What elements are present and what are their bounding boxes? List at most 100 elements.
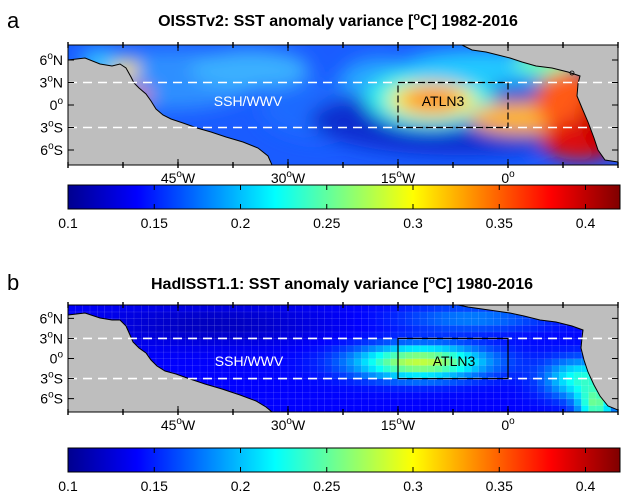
grid-cell bbox=[427, 405, 436, 412]
grid-cell bbox=[412, 398, 421, 406]
grid-cell bbox=[309, 311, 318, 319]
grid-cell bbox=[155, 344, 164, 353]
grid-cell bbox=[390, 385, 399, 393]
grid-cell bbox=[361, 338, 370, 346]
grid-cell bbox=[537, 405, 546, 412]
grid-cell bbox=[295, 378, 304, 386]
grid-cell bbox=[551, 391, 560, 400]
grid-cell bbox=[427, 311, 436, 319]
grid-cell bbox=[559, 344, 568, 353]
grid-cell bbox=[537, 351, 546, 360]
grid-cell bbox=[456, 311, 465, 319]
lat-tick-label: 6oN bbox=[40, 51, 63, 68]
grid-cell bbox=[368, 311, 377, 319]
grid-cell bbox=[507, 338, 516, 346]
panel-title: OISSTv2: SST anomaly variance [oC] 1982-… bbox=[158, 11, 518, 30]
grid-cell bbox=[412, 344, 421, 353]
colorbar-tick-label: 0.2 bbox=[231, 215, 251, 231]
grid-cell bbox=[295, 385, 304, 393]
grid-cell bbox=[419, 378, 428, 386]
grid-cell bbox=[419, 398, 428, 406]
grid-cell bbox=[236, 324, 245, 333]
grid-cell bbox=[478, 351, 487, 360]
panel-title: HadISST1.1: SST anomaly variance [oC] 19… bbox=[151, 274, 533, 293]
grid-cell bbox=[551, 398, 560, 406]
grid-cell bbox=[104, 305, 113, 313]
grid-cell bbox=[397, 398, 406, 406]
grid-cell bbox=[449, 324, 458, 333]
grid-cell bbox=[434, 405, 443, 412]
grid-cell bbox=[236, 378, 245, 386]
region-label-atln3: ATLN3 bbox=[433, 353, 476, 369]
grid-cell bbox=[500, 358, 509, 366]
grid-cell bbox=[368, 398, 377, 406]
grid-cell bbox=[456, 324, 465, 333]
grid-cell bbox=[544, 338, 553, 346]
colorbar-tick-label: 0.4 bbox=[576, 215, 596, 231]
grid-cell bbox=[441, 305, 450, 313]
grid-cell bbox=[419, 338, 428, 346]
grid-cell bbox=[317, 364, 326, 373]
grid-cell bbox=[141, 318, 150, 326]
grid-cell bbox=[163, 311, 172, 319]
grid-cell bbox=[287, 391, 296, 400]
grid-cell bbox=[287, 344, 296, 353]
grid-cell bbox=[324, 398, 333, 406]
grid-cell bbox=[287, 305, 296, 313]
grid-cell bbox=[265, 398, 274, 406]
grid-cell bbox=[456, 405, 465, 412]
grid-cell bbox=[302, 385, 311, 393]
grid-cell bbox=[500, 351, 509, 360]
grid-cell bbox=[383, 364, 392, 373]
grid-cell bbox=[449, 311, 458, 319]
grid-cell bbox=[515, 358, 524, 366]
grid-cell bbox=[273, 324, 282, 333]
grid-cell bbox=[97, 305, 106, 313]
grid-cell bbox=[221, 318, 230, 326]
grid-cell bbox=[493, 364, 502, 373]
grid-cell bbox=[581, 378, 590, 386]
grid-cell bbox=[192, 311, 201, 319]
grid-cell bbox=[551, 324, 560, 333]
lat-tick-label: 3oS bbox=[40, 119, 63, 136]
grid-cell bbox=[155, 311, 164, 319]
grid-cell bbox=[346, 344, 355, 353]
grid-cell bbox=[287, 385, 296, 393]
grid-cell bbox=[478, 398, 487, 406]
lon-tick-label: 30oW bbox=[271, 169, 306, 186]
grid-cell bbox=[229, 318, 238, 326]
grid-cell bbox=[243, 378, 252, 386]
grid-cell bbox=[559, 385, 568, 393]
grid-cell bbox=[412, 358, 421, 366]
grid-cell bbox=[236, 344, 245, 353]
grid-cell bbox=[573, 398, 582, 406]
grid-cell bbox=[551, 364, 560, 373]
grid-cell bbox=[412, 405, 421, 412]
grid-cell bbox=[361, 378, 370, 386]
grid-cell bbox=[221, 338, 230, 346]
grid-cell bbox=[170, 344, 179, 353]
grid-cell bbox=[295, 391, 304, 400]
grid-cell bbox=[566, 378, 575, 386]
grid-cell bbox=[199, 318, 208, 326]
grid-cell bbox=[243, 311, 252, 319]
grid-cell bbox=[185, 351, 194, 360]
grid-cell bbox=[368, 338, 377, 346]
grid-cell bbox=[463, 318, 472, 326]
grid-cell bbox=[346, 311, 355, 319]
grid-cell bbox=[588, 405, 597, 412]
grid-cell bbox=[478, 378, 487, 386]
grid-cell bbox=[361, 358, 370, 366]
grid-cell bbox=[390, 324, 399, 333]
grid-cell bbox=[507, 405, 516, 412]
grid-cell bbox=[331, 351, 340, 360]
grid-cell bbox=[177, 318, 186, 326]
grid-cell bbox=[353, 378, 362, 386]
grid-cell bbox=[537, 378, 546, 386]
grid-cell bbox=[287, 398, 296, 406]
grid-cell bbox=[361, 398, 370, 406]
grid-cell bbox=[361, 371, 370, 380]
grid-cell bbox=[559, 324, 568, 333]
lat-tick-label: 3oS bbox=[40, 370, 63, 387]
grid-cell bbox=[331, 358, 340, 366]
